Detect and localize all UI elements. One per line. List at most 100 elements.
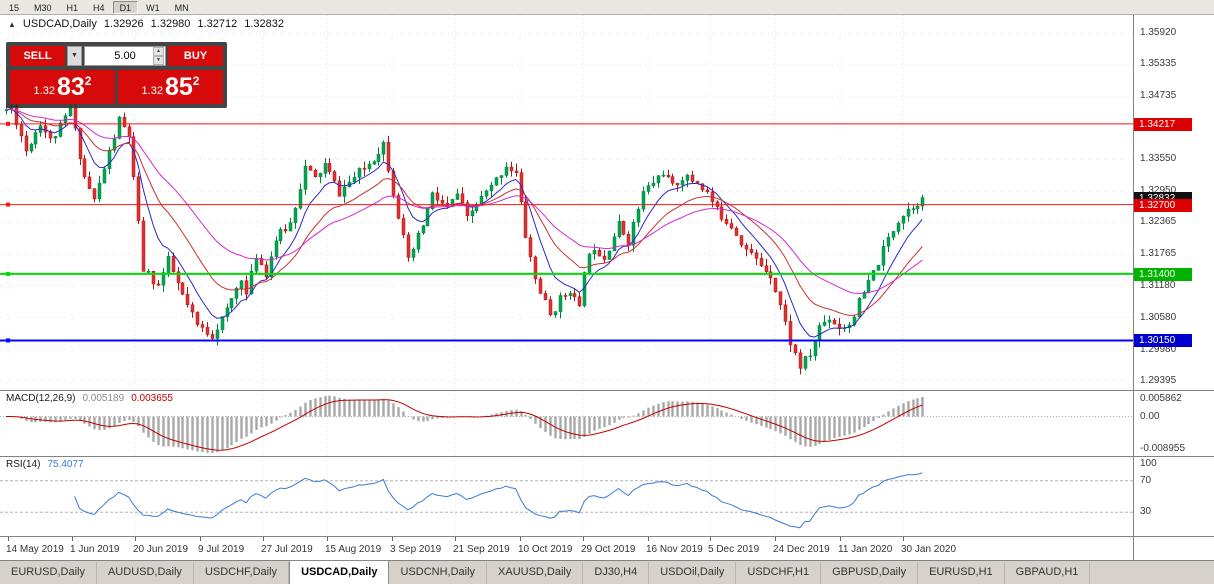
macd-header: MACD(12,26,9) 0.005189 0.003655 [6, 393, 173, 404]
chart-tab-usdoil-daily[interactable]: USDOil,Daily [649, 562, 737, 584]
timeframe-button-h1[interactable]: H1 [66, 2, 79, 13]
price-tick-label: 1.35335 [1140, 58, 1177, 70]
macd-canvas[interactable] [0, 391, 1133, 456]
time-tick [583, 537, 584, 541]
ohlc-close: 1.32832 [244, 18, 284, 30]
price-scale[interactable]: 1.35920 1.35335 1.34735 1.33550 1.32950 1.323… [1133, 15, 1214, 560]
time-tick [648, 537, 649, 541]
time-axis-label: 3 Sep 2019 [390, 544, 442, 555]
timeframe-button-mn[interactable]: MN [174, 2, 189, 13]
candlestick-canvas[interactable] [0, 15, 1133, 390]
chart-tab-usdchf-daily[interactable]: USDCHF,Daily [194, 562, 290, 584]
chart-tab-gbpusd-daily[interactable]: GBPUSD,Daily [821, 562, 919, 584]
rsi-scale-label: 30 [1140, 506, 1152, 518]
chart-area: ▲ USDCAD,Daily 1.32926 1.32980 1.32712 1… [0, 15, 1133, 560]
rsi-canvas[interactable] [0, 457, 1133, 536]
time-axis[interactable]: 14 May 2019 1 Jun 2019 20 Jun 2019 9 Jul 20… [0, 537, 1133, 560]
panel-separator[interactable] [0, 536, 1214, 537]
time-axis-label: 27 Jul 2019 [261, 544, 313, 555]
price-tick-label: 1.32365 [1140, 216, 1177, 228]
macd-scale-top: 0.005862 [1140, 393, 1182, 404]
time-tick [135, 537, 136, 541]
sell-button[interactable]: SELL [10, 46, 65, 66]
chart-tab-eurusd-daily[interactable]: EURUSD,Daily [0, 562, 97, 584]
time-axis-label: 16 Nov 2019 [646, 544, 703, 555]
timeframe-button-15[interactable]: 15 [9, 2, 20, 13]
chart-tab-usdcad-daily[interactable]: USDCAD,Daily [289, 560, 390, 584]
buy-price-box[interactable]: 1.32 85 2 [118, 70, 223, 104]
price-badge: 1.32700 [1134, 198, 1192, 212]
chart-tab-eurusd-h1[interactable]: EURUSD,H1 [918, 562, 1005, 584]
timeframe-button-h4[interactable]: H4 [93, 2, 105, 13]
price-tick-label: 1.31180 [1140, 279, 1176, 291]
chart-tab-audusd-daily[interactable]: AUDUSD,Daily [97, 562, 194, 584]
time-tick [392, 537, 393, 541]
candles-layer [4, 98, 925, 375]
price-tick-label: 1.31765 [1140, 248, 1177, 260]
price-tick-label: 1.30580 [1140, 311, 1177, 323]
timeframe-button-m30[interactable]: M30 [34, 2, 52, 13]
volume-input[interactable]: 5.00 ▲ ▼ [84, 46, 166, 66]
time-tick [710, 537, 711, 541]
timeframe-toolbar: 15 M30 H1 H4 D1 W1 MN [0, 0, 1214, 15]
rsi-indicator-panel[interactable]: RSI(14) 75.4077 [0, 457, 1133, 536]
volume-value: 5.00 [114, 50, 136, 62]
time-axis-label: 29 Oct 2019 [581, 544, 636, 555]
time-axis-label: 9 Jul 2019 [198, 544, 245, 555]
macd-histogram-layer [10, 395, 924, 454]
chart-symbol-label: USDCAD,Daily [22, 18, 97, 30]
grid-layer [0, 15, 1133, 390]
time-axis-label: 10 Oct 2019 [518, 544, 573, 555]
price-tick-label: 1.33550 [1140, 153, 1177, 165]
time-tick [8, 537, 9, 541]
price-tick-label: 1.29980 [1140, 343, 1177, 355]
sell-price-big: 83 [56, 73, 85, 101]
chart-tab-usdchf-h1[interactable]: USDCHF,H1 [736, 562, 822, 584]
chevron-down-icon: ▼ [71, 52, 78, 59]
rsi-line [74, 472, 923, 529]
time-tick [455, 537, 456, 541]
time-tick [520, 537, 521, 541]
chart-tab-gbpaud-h1[interactable]: GBPAUD,H1 [1005, 562, 1091, 584]
timeframe-button-d1[interactable]: D1 [112, 0, 139, 14]
collapse-trade-panel-icon[interactable]: ▲ [8, 19, 16, 29]
chart-workspace: ▲ USDCAD,Daily 1.32926 1.32980 1.32712 1… [0, 15, 1214, 560]
buy-price-sup: 2 [192, 74, 200, 88]
ohlc-open: 1.32926 [103, 18, 144, 30]
timeframe-bar: 15 M30 H1 H4 D1 W1 MN [0, 0, 197, 14]
chart-tab-usdcnh-daily[interactable]: USDCNH,Daily [389, 562, 488, 584]
volume-dropdown-button[interactable]: ▼ [67, 46, 82, 66]
macd-label: MACD(12,26,9) [6, 393, 76, 404]
macd-signal-value: 0.003655 [131, 393, 173, 404]
time-tick [775, 537, 776, 541]
volume-increase-button[interactable]: ▲ [153, 47, 164, 56]
one-click-trade-panel: SELL ▼ 5.00 ▲ ▼ BUY [6, 42, 227, 108]
chart-tab-xauusd-daily[interactable]: XAUUSD,Daily [487, 562, 584, 584]
time-axis-label: 1 Jun 2019 [70, 544, 120, 555]
macd-scale-bottom: -0.008955 [1140, 443, 1186, 454]
volume-decrease-button[interactable]: ▼ [153, 56, 164, 65]
timeframe-button-w1[interactable]: W1 [146, 2, 160, 13]
ohlc-low: 1.32712 [197, 18, 238, 30]
macd-indicator-panel[interactable]: MACD(12,26,9) 0.005189 0.003655 [0, 391, 1133, 456]
horizontal-lines-layer [0, 121, 1133, 343]
macd-scale-zero: 0.00 [1140, 410, 1160, 422]
time-axis-label: 5 Dec 2019 [708, 544, 760, 555]
price-tick-label: 1.34735 [1140, 90, 1177, 102]
panel-separator[interactable] [0, 456, 1214, 457]
time-axis-label: 24 Dec 2019 [773, 544, 830, 555]
macd-signal-line [6, 399, 923, 451]
rsi-scale-label: 70 [1140, 474, 1152, 486]
price-chart-panel[interactable]: ▲ USDCAD,Daily 1.32926 1.32980 1.32712 1… [0, 15, 1133, 390]
time-tick [840, 537, 841, 541]
time-tick [200, 537, 201, 541]
time-axis-label: 20 Jun 2019 [133, 544, 189, 555]
chart-tab-dj30-h4[interactable]: DJ30,H4 [583, 562, 650, 584]
price-tick-label: 1.29395 [1140, 374, 1177, 386]
price-badge: 1.31400 [1134, 267, 1192, 281]
buy-button[interactable]: BUY [168, 46, 223, 66]
sell-price-box[interactable]: 1.32 83 2 [10, 70, 115, 104]
ohlc-high: 1.32980 [150, 18, 191, 30]
panel-separator[interactable] [0, 390, 1214, 391]
